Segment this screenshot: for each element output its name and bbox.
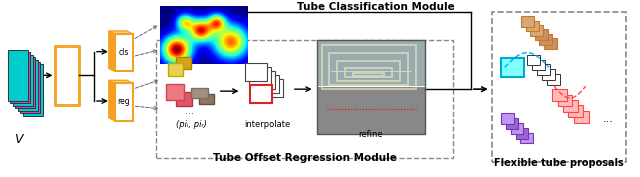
Bar bbox=[506, 118, 518, 129]
Bar bbox=[56, 46, 79, 105]
Bar bbox=[176, 57, 191, 69]
Bar bbox=[13, 55, 33, 106]
Bar bbox=[317, 87, 426, 134]
Text: refine: refine bbox=[359, 130, 383, 139]
Bar bbox=[115, 83, 132, 121]
Bar bbox=[500, 58, 524, 77]
Text: Flexible tube proposals: Flexible tube proposals bbox=[494, 158, 624, 168]
Bar bbox=[250, 85, 272, 103]
Bar bbox=[245, 64, 267, 81]
Bar bbox=[337, 61, 400, 81]
Bar bbox=[20, 62, 40, 113]
Bar bbox=[23, 64, 42, 116]
Bar bbox=[520, 133, 533, 143]
Text: cls: cls bbox=[118, 48, 129, 57]
Text: Tube Classification Module: Tube Classification Module bbox=[297, 2, 455, 12]
Bar bbox=[568, 105, 583, 117]
Bar bbox=[547, 74, 560, 85]
Bar bbox=[552, 89, 567, 101]
Bar bbox=[317, 40, 426, 86]
Bar bbox=[557, 95, 572, 106]
Text: ...: ... bbox=[186, 106, 195, 116]
Bar bbox=[191, 88, 208, 98]
Bar bbox=[531, 25, 543, 36]
Bar bbox=[257, 75, 279, 93]
Polygon shape bbox=[109, 80, 132, 83]
Bar bbox=[15, 57, 35, 108]
Bar bbox=[346, 68, 392, 77]
Bar bbox=[540, 34, 552, 45]
Polygon shape bbox=[109, 31, 132, 34]
Bar bbox=[330, 53, 408, 85]
Bar bbox=[537, 64, 550, 75]
Bar bbox=[522, 16, 534, 27]
Bar bbox=[253, 71, 275, 89]
Bar bbox=[8, 50, 28, 101]
Bar bbox=[535, 29, 548, 40]
Text: Tube Offset Regression Module: Tube Offset Regression Module bbox=[213, 153, 397, 163]
Bar bbox=[115, 34, 132, 71]
Bar bbox=[526, 21, 539, 31]
Bar bbox=[511, 123, 524, 134]
Polygon shape bbox=[109, 31, 115, 71]
Bar bbox=[527, 55, 540, 65]
Polygon shape bbox=[109, 80, 115, 121]
Bar bbox=[500, 113, 513, 124]
Text: reg: reg bbox=[117, 98, 130, 107]
Bar bbox=[168, 64, 183, 76]
Bar bbox=[199, 94, 214, 104]
Bar bbox=[574, 111, 589, 123]
Bar bbox=[515, 128, 529, 139]
Bar bbox=[10, 52, 30, 104]
Bar bbox=[321, 45, 415, 89]
Text: V: V bbox=[13, 133, 22, 146]
Text: interpolate: interpolate bbox=[244, 120, 291, 129]
Bar bbox=[176, 92, 192, 106]
Bar bbox=[166, 84, 184, 100]
Text: (piᵢ, piᵣ): (piᵢ, piᵣ) bbox=[175, 120, 207, 129]
Bar bbox=[544, 38, 557, 49]
Bar bbox=[250, 67, 271, 85]
Bar bbox=[18, 59, 38, 111]
Bar bbox=[353, 73, 384, 76]
Bar bbox=[532, 59, 545, 70]
Bar bbox=[317, 40, 426, 134]
Bar bbox=[542, 69, 555, 80]
Text: ...: ... bbox=[603, 114, 614, 124]
Bar bbox=[563, 100, 578, 112]
Bar bbox=[261, 79, 283, 97]
